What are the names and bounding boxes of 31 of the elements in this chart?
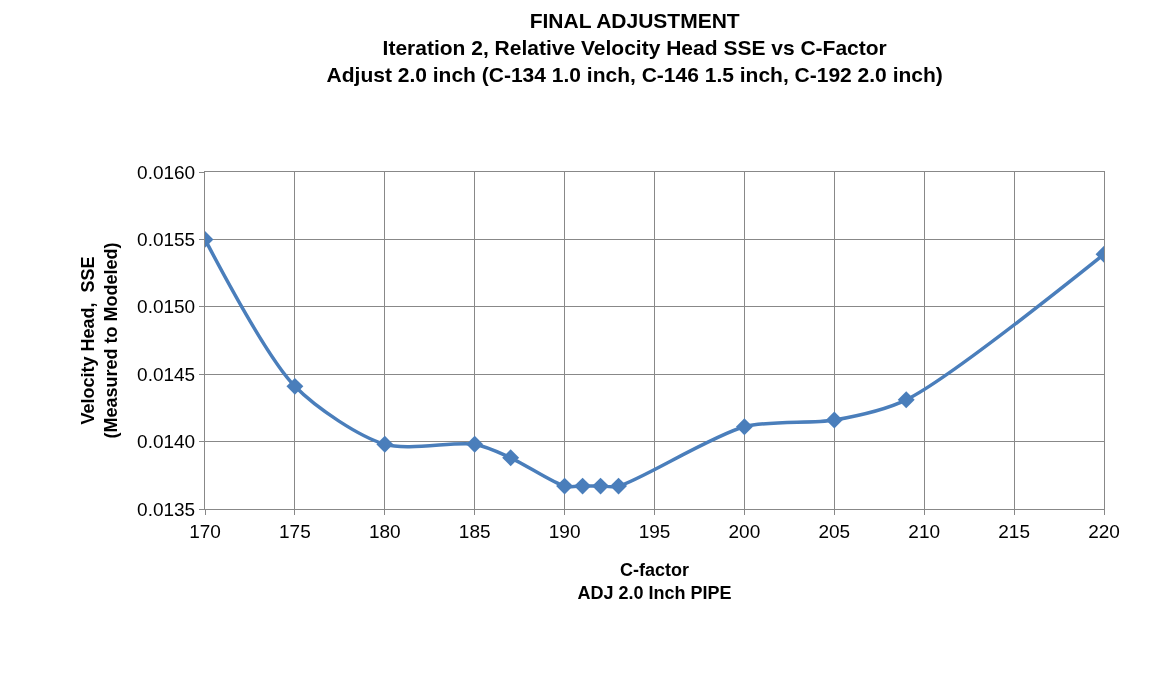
y-axis-title: Velocity Head, SSE (Measured to Modeled) [77, 242, 122, 439]
y-tick-label: 0.0140 [137, 431, 196, 453]
x-tick-label: 180 [368, 520, 401, 542]
point [286, 377, 304, 395]
point [556, 477, 574, 495]
y-tick-label: 0.0135 [137, 498, 196, 520]
x-tick-label: 170 [189, 520, 221, 542]
point [592, 477, 610, 495]
x-tick-label: 200 [728, 520, 761, 542]
point [376, 435, 394, 453]
y-tick-label: 0.0155 [137, 229, 196, 251]
x-tick-label: 195 [638, 520, 671, 542]
point [825, 411, 843, 429]
point [897, 391, 915, 409]
x-tick-label: 190 [548, 520, 581, 542]
x-tick-label: 220 [1088, 520, 1120, 542]
x-tick-label: 215 [998, 520, 1030, 542]
x-tick-label: 210 [908, 520, 941, 542]
x-tick-label: 175 [279, 520, 311, 542]
point [574, 477, 592, 495]
y-tick-label: 0.0145 [137, 363, 196, 385]
y-tick-label: 0.0150 [137, 296, 196, 318]
chart-title: FINAL ADJUSTMENT Iteration 2, Relative Velocity Head SSE vs C-Factor Adjust 2.0 inch (C-134 1.0 inch, C-146 1.5 inch, C-192 2.0 inch) [326, 8, 943, 87]
point [466, 435, 484, 453]
point [610, 477, 627, 495]
point [502, 449, 520, 467]
x-tick-label: 185 [458, 520, 491, 542]
x-axis-title: C-factor ADJ 2.0 Inch PIPE [577, 559, 732, 604]
x-tick-label: 205 [818, 520, 851, 542]
point [735, 418, 753, 436]
y-tick-label: 0.0160 [137, 161, 196, 183]
